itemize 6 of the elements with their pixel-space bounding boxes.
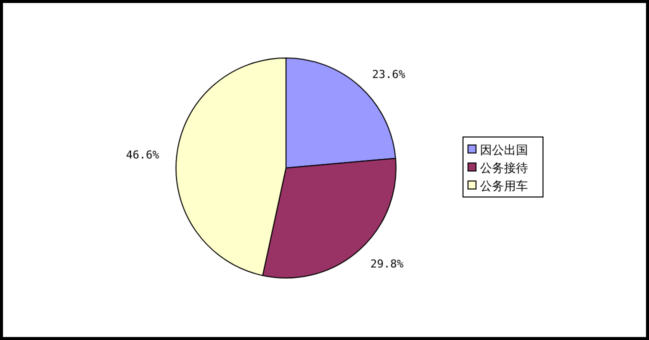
legend-label: 公务接待: [480, 161, 528, 175]
data-label: 46.6%: [126, 148, 160, 162]
legend-label: 因公出国: [480, 143, 528, 157]
data-label: 23.6%: [372, 68, 406, 81]
data-label: 29.8%: [370, 258, 404, 271]
legend-label: 公务用车: [480, 179, 528, 193]
